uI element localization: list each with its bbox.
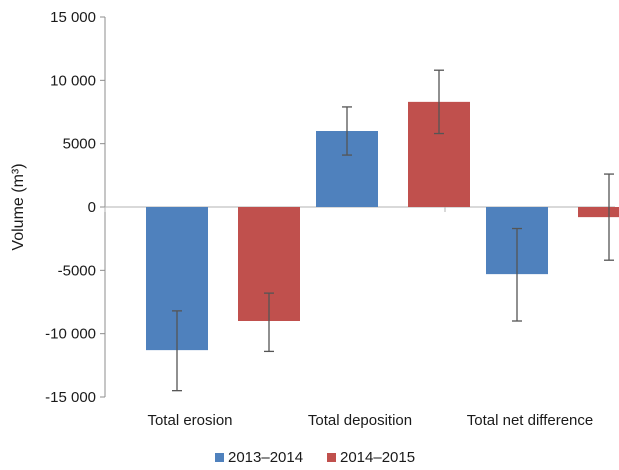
y-axis-title: Volume (m³) [10, 163, 27, 250]
legend-swatch [327, 453, 336, 462]
labels-layer: 15 000 10 000 5000 0 -5000 -10 000 -15 000 Tota… [45, 9, 593, 429]
y-tick-label: 0 [88, 199, 96, 216]
legend: 2013–2014 2014–2015 [215, 449, 415, 466]
legend-label: 2013–2014 [228, 449, 303, 466]
y-tick-label: 15 000 [50, 9, 96, 26]
x-category-label: Total erosion [147, 412, 232, 429]
legend-label: 2014–2015 [340, 449, 415, 466]
y-tick-label: -5000 [58, 262, 96, 279]
y-tick-label: -10 000 [45, 326, 96, 343]
x-category-label: Total net difference [467, 412, 593, 429]
bars-layer [146, 101, 619, 351]
y-tick-label: 10 000 [50, 72, 96, 89]
error-bars-layer [172, 69, 614, 392]
legend-swatch [215, 453, 224, 462]
y-tick-label: -15 000 [45, 389, 96, 406]
y-tick-label: 5000 [63, 136, 96, 153]
bar-series-2 [578, 207, 619, 218]
x-category-label: Total deposition [308, 412, 412, 429]
